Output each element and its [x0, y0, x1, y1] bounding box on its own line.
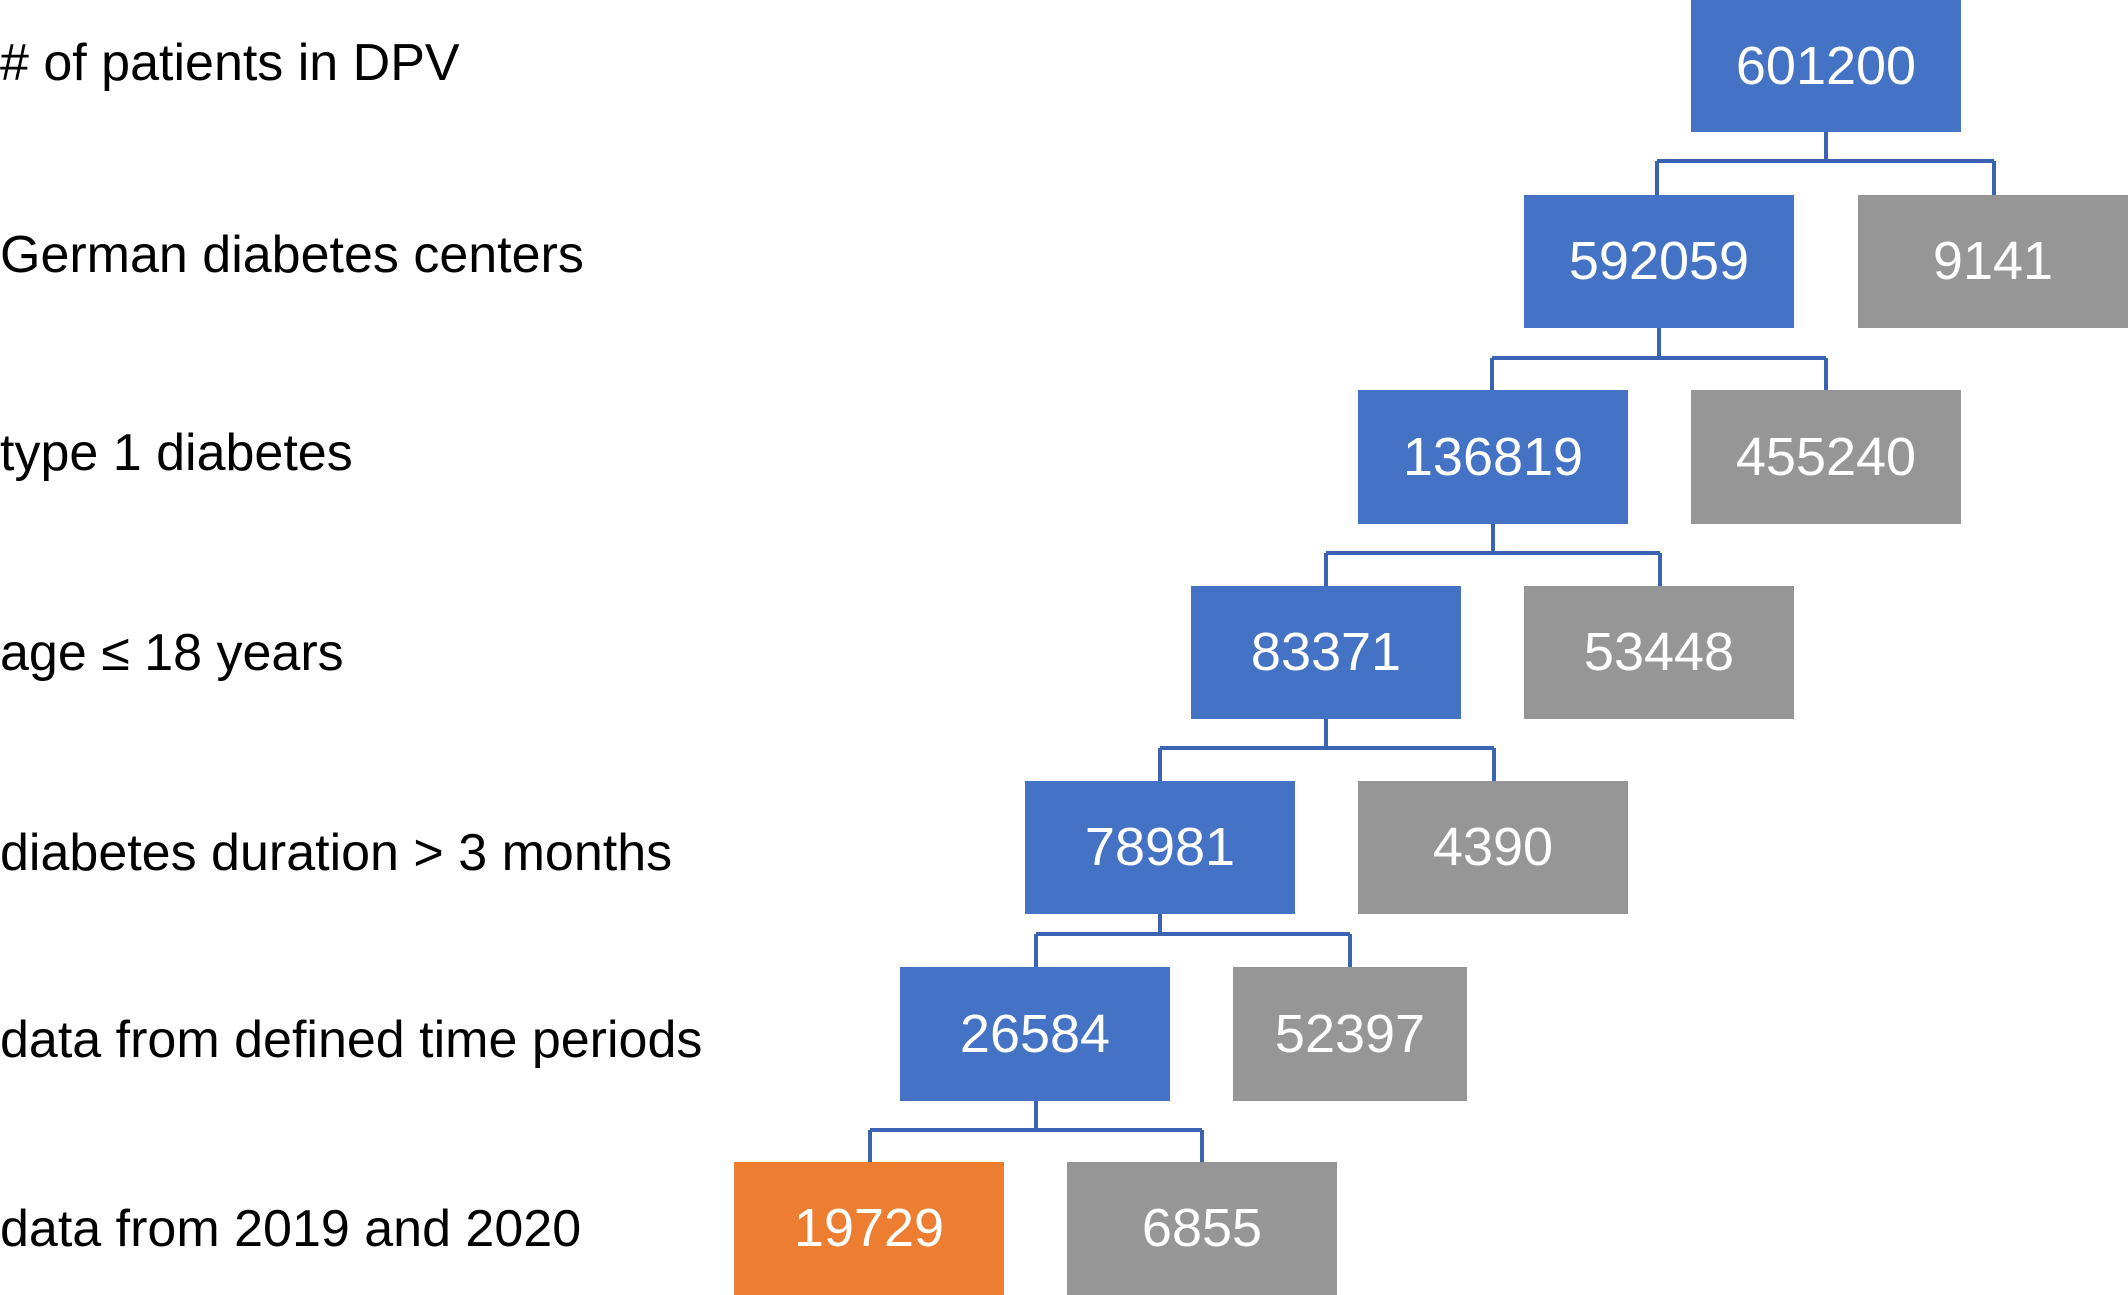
step-1: # of patients in DPV 601200 [0, 0, 1961, 132]
excluded-count: 455240 [1736, 427, 1916, 487]
excluded-count: 6855 [1142, 1198, 1262, 1258]
connector-3 [1324, 524, 1662, 586]
excluded-count: 53448 [1584, 622, 1734, 682]
step-label: # of patients in DPV [0, 34, 460, 92]
step-3: type 1 diabetes 136819 455240 [0, 390, 1961, 524]
included-box [1691, 0, 1961, 132]
included-box [1025, 781, 1295, 914]
included-box [1524, 195, 1794, 328]
excluded-count: 4390 [1433, 817, 1553, 877]
excluded-box [1067, 1162, 1337, 1295]
step-label: German diabetes centers [0, 226, 584, 284]
step-6: data from defined time periods 26584 523… [0, 967, 1467, 1101]
excluded-box [1358, 781, 1628, 914]
connector-1 [1655, 132, 1996, 195]
included-count: 26584 [960, 1004, 1110, 1064]
included-count: 601200 [1736, 36, 1916, 96]
final-cohort-count: 19729 [794, 1198, 944, 1258]
included-box [1358, 390, 1628, 524]
excluded-box [1233, 967, 1467, 1101]
step-label: data from defined time periods [0, 1011, 702, 1069]
included-count: 78981 [1085, 817, 1235, 877]
step-7: data from 2019 and 2020 19729 6855 [0, 1162, 1337, 1295]
step-4: age ≤ 18 years 83371 53448 [0, 586, 1794, 719]
step-label: type 1 diabetes [0, 424, 353, 482]
included-count: 592059 [1569, 231, 1749, 291]
connector-4 [1158, 719, 1496, 781]
step-2: German diabetes centers 592059 9141 [0, 195, 2128, 328]
step-label: age ≤ 18 years [0, 624, 344, 682]
connector-2 [1490, 328, 1828, 390]
step-5: diabetes duration > 3 months 78981 4390 [0, 781, 1628, 914]
excluded-box [1691, 390, 1961, 524]
connectors [868, 132, 1996, 1162]
excluded-box [1524, 586, 1794, 719]
step-label: diabetes duration > 3 months [0, 824, 672, 882]
connector-6 [868, 1101, 1204, 1162]
included-box [1191, 586, 1461, 719]
excluded-count: 9141 [1933, 231, 2053, 291]
excluded-box [1858, 195, 2128, 328]
included-count: 83371 [1251, 622, 1401, 682]
connector-5 [1034, 914, 1352, 967]
included-box [900, 967, 1170, 1101]
final-cohort-box [734, 1162, 1004, 1295]
step-label: data from 2019 and 2020 [0, 1200, 581, 1258]
included-count: 136819 [1403, 427, 1583, 487]
excluded-count: 52397 [1275, 1004, 1425, 1064]
